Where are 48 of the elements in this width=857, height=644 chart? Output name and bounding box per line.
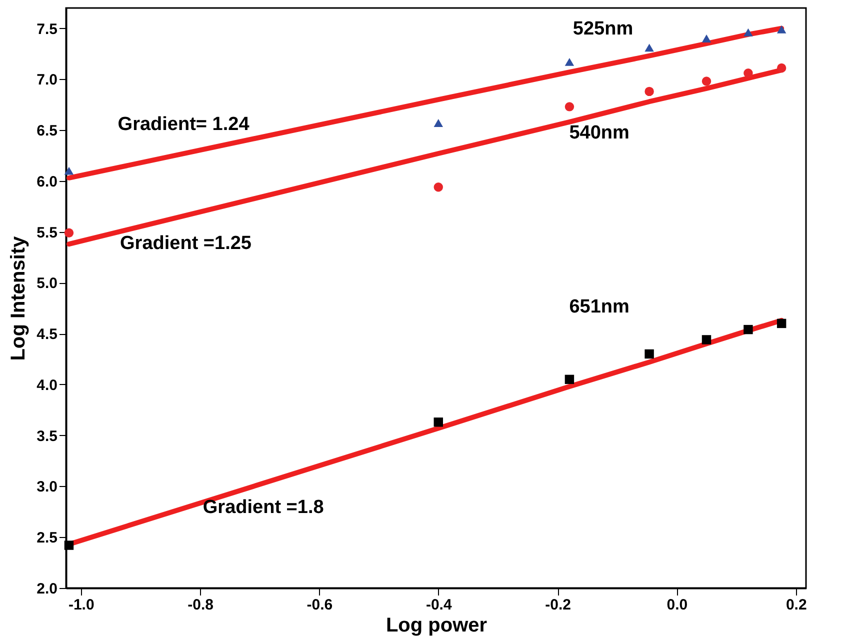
x-tick-label: -0.6	[306, 596, 333, 614]
x-tick-label: -0.8	[188, 596, 214, 614]
point	[564, 102, 574, 112]
y-tick-label: 2.5	[36, 530, 58, 547]
point	[702, 34, 712, 43]
y-tick-label: 6.0	[36, 173, 58, 190]
x-tick-label: -0.2	[545, 596, 571, 614]
y-tick-label: 2.0	[36, 580, 58, 598]
x-tick-label: -1.0	[68, 596, 94, 614]
x-tick-label: 0.0	[666, 596, 688, 614]
y-tick-label: 3.0	[36, 478, 58, 496]
annotation: 525nm	[572, 18, 634, 40]
x-tick-label: -0.4	[426, 596, 452, 614]
annotation: Gradient =1.8	[202, 496, 324, 518]
y-tick-label: 3.5	[36, 428, 58, 445]
y-tick-label: 5.5	[36, 224, 58, 242]
point	[564, 374, 574, 384]
point	[644, 86, 654, 96]
point	[64, 540, 74, 550]
y-tick-label: 7.0	[36, 72, 58, 89]
x-tick-label: 0.2	[786, 596, 807, 614]
annotation: 651nm	[569, 296, 630, 318]
point	[64, 228, 74, 238]
point	[744, 324, 753, 334]
y-axis-title: Log Intensity	[8, 235, 30, 361]
point	[64, 166, 74, 175]
point	[776, 318, 786, 328]
point	[744, 28, 753, 36]
point	[776, 25, 786, 34]
y-tick-label: 6.5	[36, 122, 58, 140]
point	[434, 418, 443, 427]
annotation: Gradient= 1.24	[118, 114, 250, 135]
y-tick-label: 7.5	[36, 20, 58, 38]
annotation: 540nm	[569, 122, 630, 144]
annotation: Gradient =1.25	[120, 232, 252, 254]
y-tick-label: 4.5	[36, 326, 58, 344]
x-axis-title: Log power	[386, 614, 488, 636]
point	[744, 68, 753, 78]
point	[434, 118, 443, 127]
point	[434, 182, 443, 192]
point	[702, 335, 712, 344]
y-tick-label: 4.0	[36, 376, 58, 394]
y-tick-label: 5.0	[36, 275, 58, 292]
point	[776, 63, 786, 73]
point	[564, 58, 574, 66]
point	[644, 349, 654, 359]
point	[702, 76, 712, 86]
point	[644, 44, 654, 52]
